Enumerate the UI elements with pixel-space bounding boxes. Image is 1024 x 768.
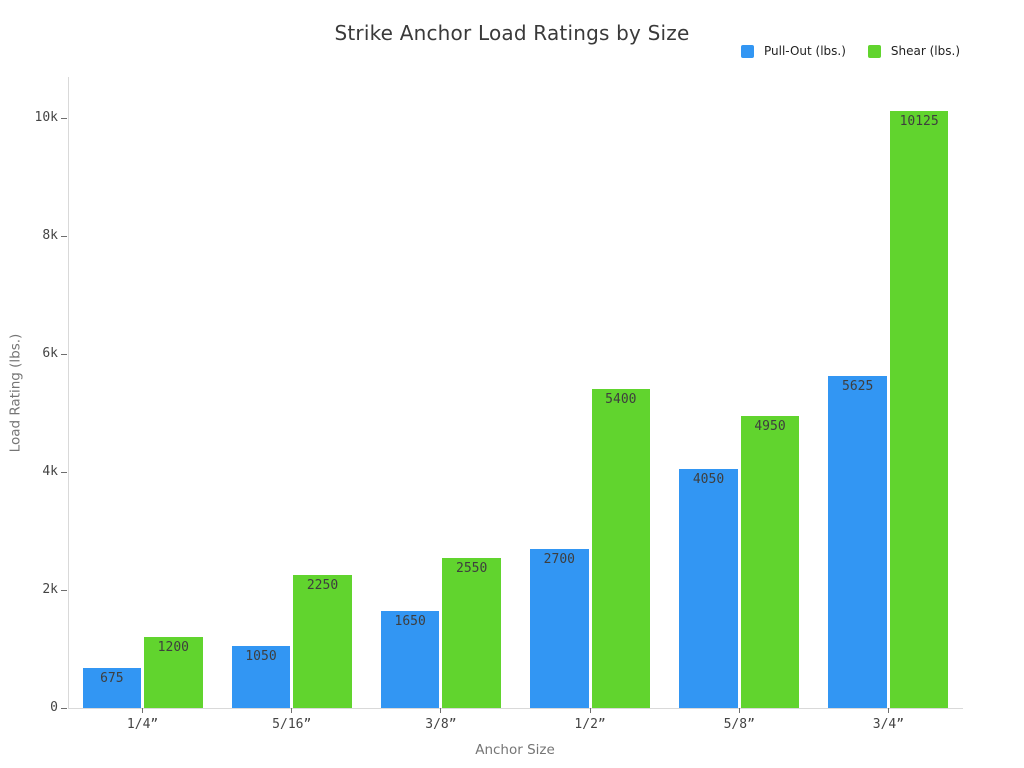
bar-pull-out [828, 376, 887, 708]
bar-pull-out [679, 469, 738, 708]
legend-item-pull-out-lbs[interactable]: Pull-Out (lbs.) [740, 44, 846, 58]
bar-value-label: 4050 [692, 472, 725, 488]
y-tick-mark [61, 353, 67, 355]
y-tick-mark [61, 589, 67, 591]
bar-value-label: 1050 [245, 649, 277, 665]
x-axis-line [68, 708, 963, 709]
legend: Pull-Out (lbs.) Shear (lbs.) [740, 44, 960, 58]
x-tick-label: 5/16” [272, 717, 312, 732]
y-tick-label: 4k [42, 464, 58, 479]
x-axis-title: Anchor Size [475, 742, 555, 758]
y-tick-label: 10k [34, 110, 58, 125]
legend-swatch [867, 44, 881, 58]
chart-title: Strike Anchor Load Ratings by Size [334, 21, 690, 45]
bar-value-label: 1650 [394, 613, 426, 629]
bar-value-label: 5625 [842, 379, 874, 395]
bar-shear [293, 575, 352, 708]
y-axis-title-wrap: Load Rating (lbs.) [2, 77, 28, 708]
y-tick-label: 2k [42, 582, 58, 597]
x-tick-mark [291, 708, 293, 713]
bar-value-label: 10125 [899, 113, 939, 129]
x-tick-mark [440, 708, 442, 713]
bar-value-label: 2700 [543, 551, 575, 567]
bar-value-label: 2550 [456, 560, 488, 576]
x-tick-label: 1/2” [574, 717, 606, 732]
x-tick-mark [142, 708, 144, 713]
y-tick-label: 8k [42, 228, 58, 243]
bar-shear [442, 557, 501, 708]
bar-value-label: 5400 [605, 392, 637, 408]
x-tick-mark [589, 708, 591, 713]
y-tick-mark [61, 471, 67, 473]
x-tick-label: 5/8” [723, 717, 755, 732]
y-axis-line [68, 77, 69, 708]
bar-pull-out [231, 646, 291, 708]
bar-shear [591, 389, 651, 708]
y-axis-title: Load Rating (lbs.) [7, 333, 23, 452]
bar-pull-out [380, 610, 440, 708]
x-tick-mark [887, 708, 889, 713]
y-tick-label: 0 [50, 700, 58, 715]
x-tick-label: 1/4” [126, 717, 159, 732]
y-tick-mark [61, 235, 67, 237]
bar-shear [889, 110, 949, 708]
bar-shear [144, 637, 203, 708]
legend-label: Pull-Out (lbs.) [763, 44, 846, 58]
bar-shear [740, 415, 800, 708]
x-tick-mark [738, 708, 740, 713]
legend-swatch [740, 44, 754, 58]
x-tick-label: 3/4” [872, 717, 905, 732]
plot-area: 0 2k 4k 6k 8k 10k 1/4” 675 1200 5/16” 1050 2250 3/8”… [35, 77, 963, 732]
bar-value-label: 1200 [157, 640, 189, 656]
y-tick-mark [61, 707, 67, 709]
legend-item-shear-lbs[interactable]: Shear (lbs.) [867, 44, 960, 58]
x-tick-label: 3/8” [425, 717, 457, 732]
y-tick-mark [61, 117, 67, 119]
bar-value-label: 675 [100, 671, 124, 687]
legend-label: Shear (lbs.) [890, 44, 960, 58]
bar-value-label: 4950 [754, 418, 786, 434]
bar-pull-out [530, 548, 589, 708]
y-tick-label: 6k [42, 346, 58, 361]
bar-value-label: 2250 [306, 578, 339, 594]
bar-pull-out [82, 668, 142, 708]
